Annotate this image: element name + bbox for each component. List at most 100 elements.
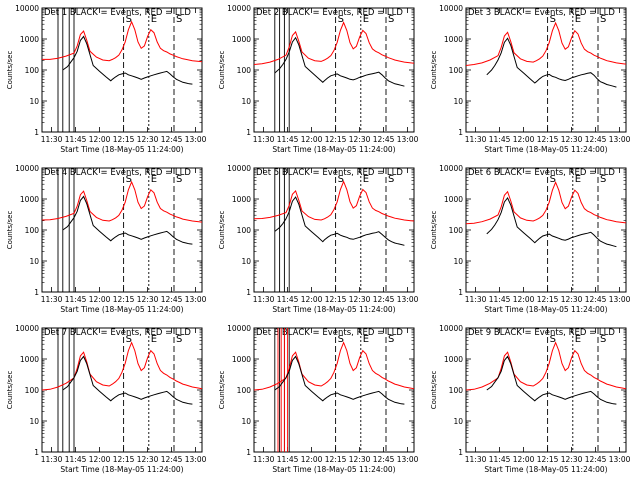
segment-marker-label: E [151,174,157,185]
panel-det-7: Det 7 BLACK = Events, RED = LLD 1 10 100 100… [6,324,207,474]
y-tick-label: 100 [237,66,252,75]
x-tick-label: 11:30 [465,455,487,464]
segment-marker-label: E [634,174,640,185]
y-tick-label: 1 [246,128,251,137]
y-tick-label: 1000 [444,195,463,204]
x-tick-label: 11:45 [489,135,511,144]
y-tick-label: 10000 [15,324,39,333]
series-events [486,37,617,88]
series-events [486,355,617,405]
x-tick-label: 12:00 [513,455,535,464]
y-tick-label: 10000 [439,324,463,333]
segment-marker-label: E [634,14,640,25]
segment-marker-label: S [176,334,182,345]
y-tick-label: 1000 [20,355,39,364]
y-tick-label: 10000 [227,324,251,333]
panel-det-9: Det 9 BLACK = Events, RED = LLD 1 10 100 100… [430,324,631,474]
x-tick-label: 12:45 [585,135,607,144]
segment-marker-label: S [126,334,132,345]
y-tick-label: 1000 [444,355,463,364]
panel-title: Det 2 BLACK = Events, RED = LLD [256,8,403,18]
x-axis-label: Start Time (18-May-05 11:24:00) [60,465,183,474]
x-tick-label: 12:00 [89,135,111,144]
segment-marker-label: S [338,14,344,25]
y-tick-label: 1 [246,288,251,297]
y-tick-label: 10 [453,97,463,106]
series-lld [254,21,414,65]
x-tick-label: 13:00 [185,455,207,464]
y-tick-label: 100 [237,226,252,235]
x-tick-label: 11:45 [65,135,87,144]
x-tick-label: 12:30 [561,295,583,304]
x-axis-label: Start Time (18-May-05 11:24:00) [272,465,395,474]
x-tick-label: 12:30 [137,455,159,464]
y-tick-label: 10000 [15,4,39,13]
series-events [274,36,405,87]
y-tick-label: 100 [25,386,40,395]
y-tick-label: 10 [29,257,39,266]
segment-marker-label: E [210,174,216,185]
segment-marker-label: S [600,14,606,25]
panel-det-5: Det 5 BLACK = Events, RED = LLD 1 10 100 100… [218,164,428,314]
x-tick-label: 11:30 [253,135,275,144]
panel-det-3: Det 3 BLACK = Events, RED = LLD 1 10 100 100… [430,4,640,154]
x-tick-label: 13:00 [397,135,419,144]
y-tick-label: 100 [25,226,40,235]
x-axis-label: Start Time (18-May-05 11:24:00) [272,145,395,154]
y-tick-label: 10 [241,417,251,426]
x-tick-label: 11:30 [41,455,63,464]
y-tick-label: 100 [25,66,40,75]
plot-frame [41,7,203,133]
x-tick-label: 12:45 [373,135,395,144]
segment-marker-label: S [176,14,182,25]
segment-marker-label: E [210,14,216,25]
x-tick-label: 12:30 [349,135,371,144]
y-axis-label: Counts/sec [6,211,14,250]
x-tick-label: 12:45 [161,295,183,304]
series-events [62,195,193,245]
x-tick-label: 11:45 [489,295,511,304]
x-tick-label: 11:30 [41,295,63,304]
x-tick-label: 13:00 [185,135,207,144]
y-tick-label: 10000 [439,4,463,13]
segment-marker-label: E [422,174,428,185]
plot-frame [253,167,415,293]
y-axis-label: Counts/sec [430,211,438,250]
segment-marker-label: S [550,14,556,25]
panel-det-4: Det 4 BLACK = Events, RED = LLD 1 10 100 100… [6,164,216,314]
x-tick-label: 13:00 [397,295,419,304]
x-tick-label: 12:15 [537,135,559,144]
x-axis-label: Start Time (18-May-05 11:24:00) [484,465,607,474]
x-tick-label: 12:00 [301,135,323,144]
segment-marker-label: E [575,334,581,345]
x-tick-label: 12:45 [161,455,183,464]
panel-det-2: Det 2 BLACK = Events, RED = LLD 1 10 100 100… [218,4,419,154]
panel-det-8: Det 8 BLACK = Events, RED = LLD 1 10 100 100… [218,324,419,474]
segment-marker-label: E [151,14,157,25]
x-tick-label: 13:00 [185,295,207,304]
series-lld [42,20,202,63]
segment-marker-label: S [550,334,556,345]
x-tick-label: 12:15 [537,455,559,464]
segment-marker-label: E [575,174,581,185]
x-tick-label: 12:45 [585,295,607,304]
x-tick-label: 12:45 [585,455,607,464]
x-tick-label: 12:30 [137,135,159,144]
segment-marker-label: S [600,174,606,185]
series-events [62,355,193,405]
panel-det-6: Det 6 BLACK = Events, RED = LLD 1 10 100 100… [430,164,640,314]
segment-marker-label: E [151,334,157,345]
x-axis-label: Start Time (18-May-05 11:24:00) [60,145,183,154]
y-tick-label: 10 [453,417,463,426]
plot-frame [465,327,627,453]
series-lld [466,341,626,391]
y-tick-label: 1000 [20,195,39,204]
x-tick-label: 13:00 [609,135,631,144]
x-tick-label: 12:30 [349,455,371,464]
